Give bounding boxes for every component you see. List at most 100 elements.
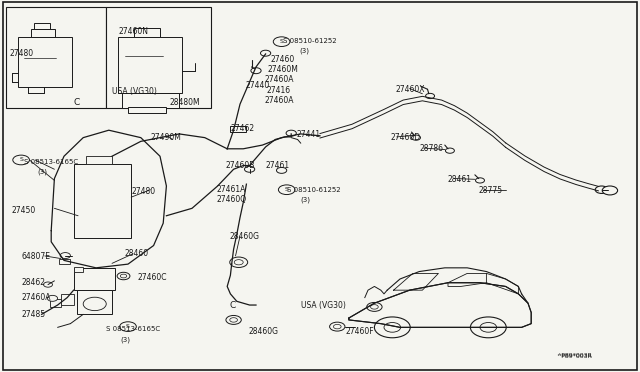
Text: S 08513-6165C: S 08513-6165C	[106, 326, 160, 332]
Circle shape	[276, 167, 287, 173]
Text: ^P89*003R: ^P89*003R	[557, 354, 593, 359]
Circle shape	[251, 68, 261, 74]
Text: S 08510-61252: S 08510-61252	[283, 38, 337, 44]
Text: USA (VG30): USA (VG30)	[112, 87, 157, 96]
Bar	[74, 268, 115, 290]
Circle shape	[13, 155, 29, 165]
Text: S 08510-61252: S 08510-61252	[287, 187, 340, 193]
Text: 27460A: 27460A	[265, 76, 294, 84]
Text: (3): (3)	[37, 169, 47, 175]
Circle shape	[83, 297, 106, 311]
Circle shape	[374, 317, 410, 338]
Text: 28461: 28461	[448, 175, 472, 184]
Circle shape	[371, 305, 378, 309]
Circle shape	[480, 323, 497, 332]
Text: 28462: 28462	[21, 278, 45, 287]
Circle shape	[273, 37, 290, 46]
Text: C: C	[229, 301, 236, 310]
Text: 27461: 27461	[266, 161, 290, 170]
Text: 27490M: 27490M	[150, 133, 181, 142]
Bar	[74, 267, 83, 272]
Text: 28480M: 28480M	[170, 98, 200, 107]
Circle shape	[384, 323, 401, 332]
Text: 28460G: 28460G	[229, 232, 259, 241]
Text: 27440: 27440	[245, 81, 269, 90]
Circle shape	[44, 282, 52, 287]
Text: 27461A: 27461A	[216, 185, 246, 194]
Circle shape	[602, 186, 618, 195]
Text: S 08513-6165C: S 08513-6165C	[24, 159, 79, 165]
Bar	[122, 93, 179, 108]
Text: 28460G: 28460G	[248, 327, 278, 336]
Circle shape	[47, 295, 58, 301]
Circle shape	[367, 302, 382, 311]
Circle shape	[412, 135, 420, 140]
Circle shape	[117, 272, 130, 280]
Circle shape	[60, 253, 70, 259]
Text: 27460D: 27460D	[390, 133, 420, 142]
Bar	[6, 7, 106, 108]
Bar	[230, 126, 246, 132]
Bar	[128, 107, 166, 113]
Bar	[50, 299, 61, 307]
Circle shape	[260, 50, 271, 56]
Circle shape	[333, 324, 341, 329]
Text: 28775: 28775	[479, 186, 503, 195]
Text: (3): (3)	[300, 48, 310, 54]
Bar	[34, 23, 50, 29]
Text: 28460: 28460	[125, 249, 149, 258]
Text: 27480: 27480	[10, 49, 34, 58]
Text: 28786: 28786	[419, 144, 444, 153]
Circle shape	[234, 260, 243, 265]
Bar	[18, 37, 72, 87]
Text: S: S	[19, 157, 23, 163]
Circle shape	[470, 317, 506, 338]
Circle shape	[120, 274, 127, 278]
Text: ^P89*003R: ^P89*003R	[557, 353, 593, 358]
Circle shape	[230, 257, 248, 267]
Text: 27460M: 27460M	[268, 65, 298, 74]
Text: 27441: 27441	[296, 130, 321, 139]
Bar	[118, 37, 182, 93]
Text: 27460B: 27460B	[225, 161, 255, 170]
Text: 64807E: 64807E	[21, 252, 50, 261]
Text: 27460A: 27460A	[265, 96, 294, 105]
Text: S: S	[280, 39, 284, 44]
Text: 27460Q: 27460Q	[216, 195, 246, 203]
Bar	[59, 259, 70, 264]
Bar	[134, 28, 160, 37]
Text: 27460F: 27460F	[346, 327, 374, 336]
Bar	[74, 164, 131, 238]
Text: C: C	[74, 98, 80, 107]
Text: 27485: 27485	[21, 310, 45, 319]
Text: (3): (3)	[120, 336, 131, 343]
Circle shape	[330, 322, 345, 331]
Text: S: S	[126, 324, 130, 329]
Text: 27450: 27450	[12, 206, 36, 215]
Circle shape	[120, 322, 136, 331]
Bar	[77, 290, 112, 314]
Bar	[61, 294, 74, 305]
Circle shape	[244, 166, 255, 172]
Text: 27460: 27460	[270, 55, 294, 64]
Text: 27416: 27416	[267, 86, 291, 94]
Circle shape	[226, 315, 241, 324]
Polygon shape	[349, 283, 531, 327]
Circle shape	[595, 186, 608, 193]
Text: 27480: 27480	[131, 187, 156, 196]
Text: 27460N: 27460N	[118, 27, 148, 36]
Bar	[31, 29, 55, 37]
Text: USA (VG30): USA (VG30)	[301, 301, 346, 310]
Bar	[86, 156, 112, 164]
Text: 27460A: 27460A	[21, 293, 51, 302]
Circle shape	[426, 93, 435, 99]
Text: 27462: 27462	[230, 124, 255, 133]
Text: 27460X: 27460X	[396, 85, 425, 94]
Circle shape	[278, 185, 295, 195]
Bar	[106, 7, 211, 108]
Text: S: S	[285, 187, 289, 192]
Circle shape	[286, 130, 296, 136]
Text: 27460C: 27460C	[138, 273, 167, 282]
Circle shape	[476, 178, 484, 183]
Circle shape	[230, 318, 237, 322]
